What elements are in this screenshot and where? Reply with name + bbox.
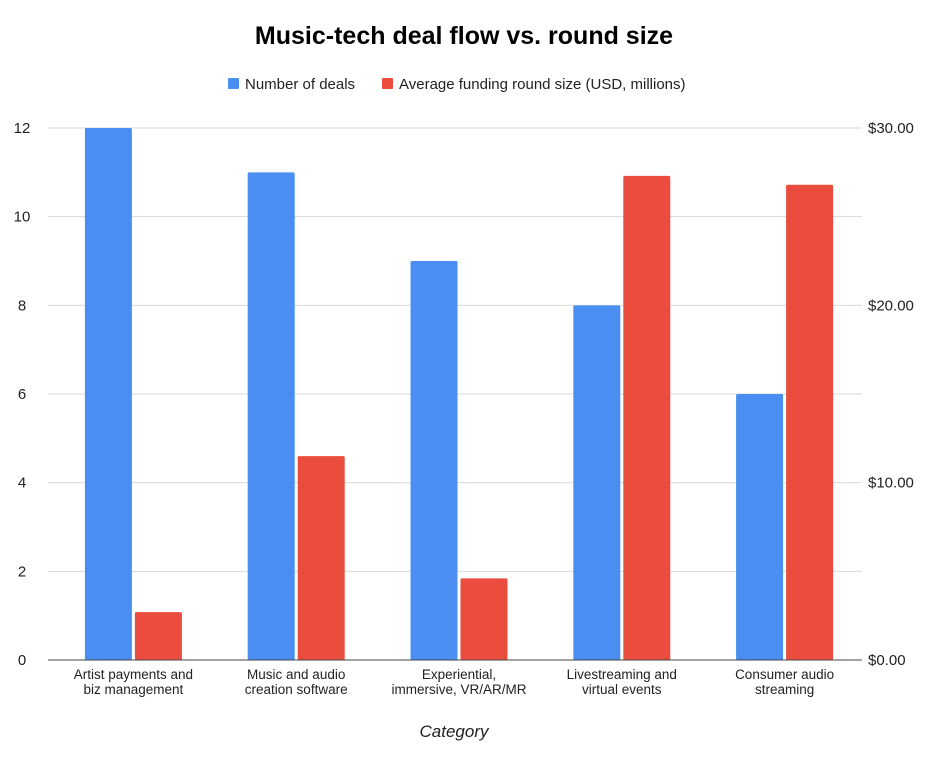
round-size-bar <box>460 578 508 660</box>
left-tick-label: 10 <box>14 209 31 226</box>
deals-bar <box>573 305 621 660</box>
round-size-bar <box>297 456 345 660</box>
category-label: streaming <box>755 682 814 697</box>
left-tick-label: 8 <box>18 297 26 314</box>
legend-swatch-deals <box>228 78 239 89</box>
right-axis-ticks: $0.00 $10.00 $20.00 $30.00 <box>868 120 914 669</box>
category-label: Livestreaming and <box>567 667 677 682</box>
round-size-bar <box>134 612 182 660</box>
deals-bar <box>736 394 784 660</box>
left-tick-label: 6 <box>18 386 26 403</box>
deals-bar <box>247 172 295 661</box>
right-tick-label: $20.00 <box>868 297 914 314</box>
left-tick-label: 4 <box>18 475 26 492</box>
category-label: Music and audio <box>247 667 345 682</box>
category-label: immersive, VR/AR/MR <box>391 682 526 697</box>
legend: Number of deals Average funding round siz… <box>228 76 686 93</box>
category-label: Experiential, <box>422 667 496 682</box>
left-axis-ticks: 0 2 4 6 8 10 12 <box>14 120 31 669</box>
category-label: biz management <box>83 682 183 697</box>
category-label: virtual events <box>582 682 662 697</box>
category-label: Consumer audio <box>735 667 834 682</box>
right-tick-label: $0.00 <box>868 652 906 669</box>
legend-label-deals: Number of deals <box>245 76 355 93</box>
legend-swatch-round-size <box>382 78 393 89</box>
category-label: creation software <box>245 682 348 697</box>
right-tick-label: $30.00 <box>868 120 914 137</box>
round-size-bar <box>623 175 671 660</box>
right-tick-label: $10.00 <box>868 475 914 492</box>
deals-bar <box>410 261 458 660</box>
chart-title: Music-tech deal flow vs. round size <box>255 22 673 50</box>
deals-bar <box>84 128 132 660</box>
round-size-bar <box>786 184 834 660</box>
left-tick-label: 12 <box>14 120 31 137</box>
category-label: Artist payments and <box>74 667 193 682</box>
legend-label-round-size: Average funding round size (USD, million… <box>399 76 686 93</box>
left-tick-label: 0 <box>18 652 26 669</box>
left-tick-label: 2 <box>18 563 26 580</box>
bars <box>84 128 834 661</box>
x-axis-title: Category <box>420 722 490 741</box>
